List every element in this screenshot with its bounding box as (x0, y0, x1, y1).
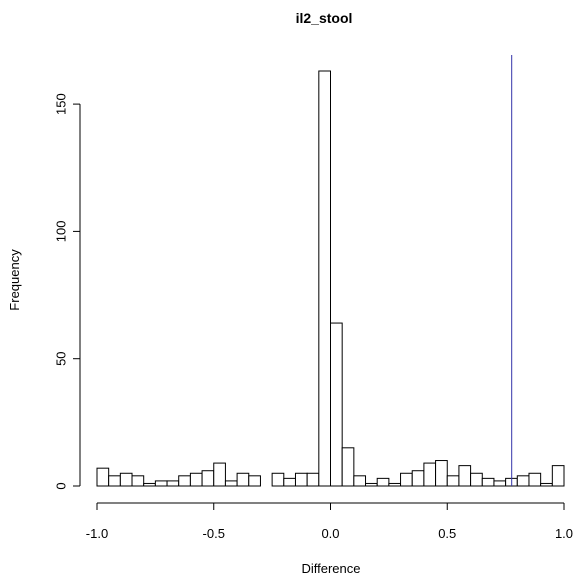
histogram-bar (283, 477, 296, 487)
histogram-bar (154, 480, 168, 487)
histogram-bar (435, 460, 448, 487)
histogram-bar (96, 467, 110, 487)
histogram-bar (108, 475, 121, 487)
histogram-bar (330, 322, 343, 487)
histogram-bar (400, 472, 413, 487)
histogram-bar (306, 472, 320, 487)
histogram-bar (224, 480, 238, 487)
x-tick-label: -1.0 (86, 526, 108, 541)
histogram-bar (551, 465, 565, 487)
histogram-bar (493, 480, 507, 487)
histogram-bar (388, 482, 402, 487)
histogram-bar (470, 472, 483, 487)
y-tick-label: 100 (53, 221, 68, 243)
histogram-bar (481, 477, 495, 487)
histogram-bar (131, 475, 145, 487)
histogram-bar (213, 462, 226, 487)
histogram-bar (248, 475, 261, 487)
x-tick-label: 0.0 (321, 526, 339, 541)
histogram-bar (119, 472, 133, 487)
histogram-bar (294, 472, 308, 487)
histogram-bar (143, 482, 156, 487)
x-tick-label: -0.5 (203, 526, 225, 541)
x-tick-label: 1.0 (555, 526, 573, 541)
y-axis-label: Frequency (7, 249, 22, 311)
y-axis: 0 50 100 150 (53, 93, 81, 490)
histogram-bar (353, 475, 367, 487)
histogram-bar (178, 475, 191, 487)
y-tick-label: 0 (53, 482, 68, 489)
y-tick-label: 150 (53, 93, 68, 115)
histogram-bar (166, 480, 180, 487)
histogram-bar (318, 70, 332, 487)
histogram-bar (189, 472, 203, 487)
histogram-bar (528, 472, 542, 487)
histogram-bars (96, 70, 565, 487)
x-axis: -1.0 -0.5 0.0 0.5 1.0 (86, 502, 573, 541)
histogram-bar (341, 447, 355, 487)
histogram-bar (458, 465, 472, 487)
histogram-bar (423, 462, 437, 487)
histogram-bar (516, 475, 530, 487)
histogram-bar (201, 470, 215, 487)
histogram-bar (540, 482, 553, 487)
histogram-bar (365, 482, 378, 487)
y-tick-label: 50 (53, 351, 68, 365)
histogram-bar (236, 472, 250, 487)
histogram-bar (411, 470, 425, 487)
x-tick-label: 0.5 (438, 526, 456, 541)
histogram-bar (376, 477, 390, 487)
x-axis-label: Difference (301, 561, 360, 576)
chart-title: il2_stool (296, 10, 353, 26)
histogram-bar (446, 475, 460, 487)
histogram-bar (271, 472, 285, 487)
